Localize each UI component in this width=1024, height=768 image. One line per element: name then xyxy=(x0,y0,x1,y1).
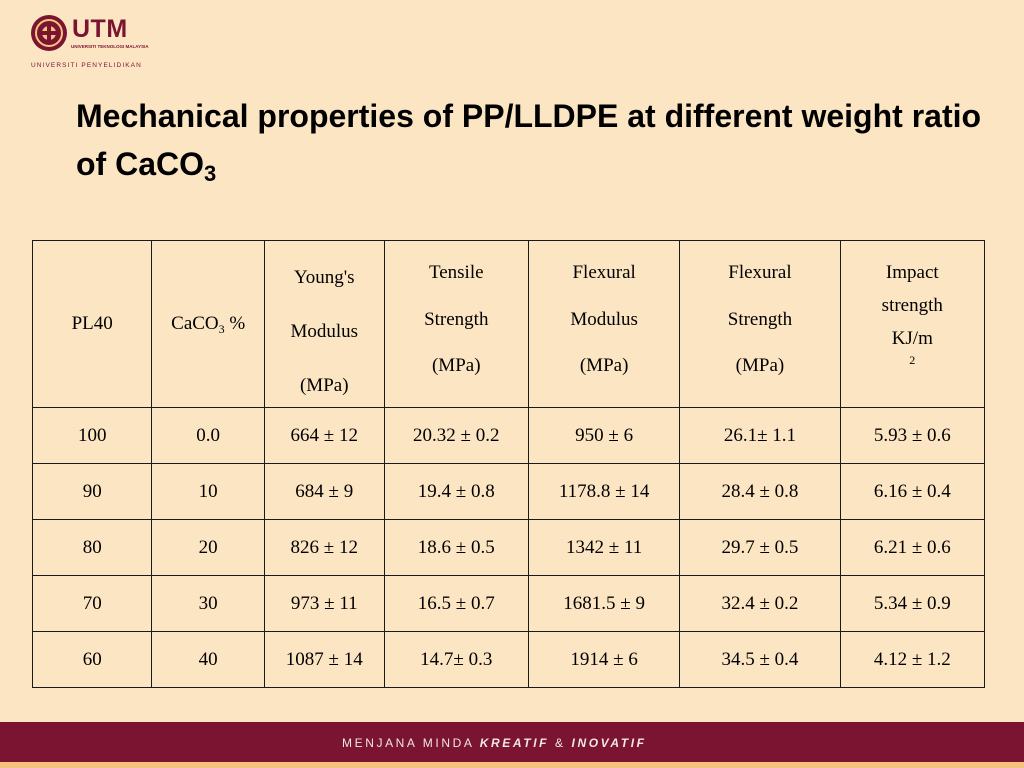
tagline-part-b: KREATIF xyxy=(479,736,550,750)
table-cell: 10 xyxy=(151,463,265,520)
header-flexural-modulus: Flexural Modulus (MPa) xyxy=(527,240,681,408)
header-youngs-line3: (MPa) xyxy=(299,374,349,396)
table-cell: 973 ± 11 xyxy=(263,575,385,632)
header-tensile-strength: Tensile Strength (MPa) xyxy=(383,240,529,408)
tagline-part-a: MENJANA MINDA xyxy=(342,736,480,750)
table-cell: 30 xyxy=(151,575,265,632)
header-flexstr-line2: Strength xyxy=(727,308,793,330)
table-cell: 6.16 ± 0.4 xyxy=(839,463,986,520)
table-cell: 826 ± 12 xyxy=(263,519,385,576)
header-impact-unit-exponent: 2 xyxy=(909,353,916,367)
table-cell: 16.5 ± 0.7 xyxy=(383,575,529,632)
table-cell: 28.4 ± 0.8 xyxy=(679,463,841,520)
logo-subtext: UNIVERSITI TEKNOLOGI MALAYSIA xyxy=(71,44,149,49)
header-flexmod-line2: Modulus xyxy=(570,308,638,330)
footer-bar xyxy=(0,722,1024,762)
header-youngs-line1: Young's xyxy=(293,266,355,288)
table-cell: 20 xyxy=(151,519,265,576)
utm-emblem-icon xyxy=(31,15,67,51)
header-caco3-subscript: 3 xyxy=(218,322,225,336)
table-cell: 1087 ± 14 xyxy=(263,631,385,688)
header-tensile-line3: (MPa) xyxy=(431,355,481,376)
header-flexmod-line3: (MPa) xyxy=(579,355,629,376)
utm-logo: UTM UNIVERSITI TEKNOLOGI MALAYSIA UNIVER… xyxy=(30,14,150,70)
header-caco3-suffix: % xyxy=(224,313,246,334)
slide-title-subscript: 3 xyxy=(204,161,217,186)
header-flexstr-line1: Flexural xyxy=(728,262,792,283)
table-cell: 40 xyxy=(151,631,265,688)
header-tensile-line2: Strength xyxy=(424,308,489,330)
table-row: 90 10 684 ± 9 19.4 ± 0.8 1178.8 ± 14 28.… xyxy=(31,463,986,520)
table-row: 100 0.0 664 ± 12 20.32 ± 0.2 950 ± 6 26.… xyxy=(31,407,986,464)
table-cell: 19.4 ± 0.8 xyxy=(383,463,529,520)
table-cell: 6.21 ± 0.6 xyxy=(839,519,986,576)
slide-title-main: Mechanical properties of PP/LLDPE at dif… xyxy=(76,98,982,182)
header-impact-line3: KJ/m 2 xyxy=(841,325,984,379)
table-cell: 684 ± 9 xyxy=(263,463,385,520)
header-flexmod-line1: Flexural xyxy=(572,262,636,283)
table-cell: 4.12 ± 1.2 xyxy=(839,631,986,688)
table-header-row: PL40 CaCO3 % Young's Modulus (MPa) Tensi… xyxy=(31,240,986,408)
table-cell: 60 xyxy=(31,631,153,688)
header-flexural-strength: Flexural Strength (MPa) xyxy=(679,240,841,408)
header-impact-strength: Impact strength KJ/m 2 xyxy=(839,240,986,408)
header-pl40: PL40 xyxy=(31,240,153,408)
tagline-part-d: INOVATIF xyxy=(571,736,647,750)
table-cell: 20.32 ± 0.2 xyxy=(383,407,529,464)
header-pl40-label: PL40 xyxy=(71,313,113,334)
table-row: 70 30 973 ± 11 16.5 ± 0.7 1681.5 ± 9 32.… xyxy=(31,575,986,632)
table-cell: 32.4 ± 0.2 xyxy=(679,575,841,632)
table-cell: 1681.5 ± 9 xyxy=(527,575,681,632)
slide-title: Mechanical properties of PP/LLDPE at dif… xyxy=(76,92,996,188)
table-cell: 90 xyxy=(31,463,153,520)
header-flexstr-line3: (MPa) xyxy=(735,355,785,376)
table-cell: 26.1± 1.1 xyxy=(679,407,841,464)
header-caco3: CaCO3 % xyxy=(151,240,265,408)
table-cell: 5.93 ± 0.6 xyxy=(839,407,986,464)
footer-stripe xyxy=(0,762,1024,768)
table-cell: 664 ± 12 xyxy=(263,407,385,464)
table-cell: 0.0 xyxy=(151,407,265,464)
table-cell: 100 xyxy=(31,407,153,464)
header-impact-line1: Impact xyxy=(885,262,939,283)
footer-tagline: MENJANA MINDA KREATIF & INOVATIF xyxy=(342,735,647,751)
table-cell: 29.7 ± 0.5 xyxy=(679,519,841,576)
table-cell: 5.34 ± 0.9 xyxy=(839,575,986,632)
tagline-part-c: & xyxy=(549,736,572,750)
table-cell: 34.5 ± 0.4 xyxy=(679,631,841,688)
header-tensile-line1: Tensile xyxy=(428,262,484,283)
table-cell: 1178.8 ± 14 xyxy=(527,463,681,520)
table-cell: 1914 ± 6 xyxy=(527,631,681,688)
header-impact-line2: strength xyxy=(881,295,943,316)
table-cell: 950 ± 6 xyxy=(527,407,681,464)
header-youngs-line2: Modulus xyxy=(290,320,359,342)
logo-tagline: UNIVERSITI PENYELIDIKAN xyxy=(31,62,142,69)
table-cell: 14.7± 0.3 xyxy=(383,631,529,688)
table-cell: 70 xyxy=(31,575,153,632)
table-row: 80 20 826 ± 12 18.6 ± 0.5 1342 ± 11 29.7… xyxy=(31,519,986,576)
table-row: 60 40 1087 ± 14 14.7± 0.3 1914 ± 6 34.5 … xyxy=(31,631,986,688)
header-impact-unit: KJ/m xyxy=(891,328,933,349)
table-cell: 1342 ± 11 xyxy=(527,519,681,576)
header-youngs-modulus: Young's Modulus (MPa) xyxy=(263,240,385,408)
table-cell: 80 xyxy=(31,519,153,576)
logo-brand-text: UTM xyxy=(72,15,128,43)
table-cell: 18.6 ± 0.5 xyxy=(383,519,529,576)
header-caco3-label: CaCO xyxy=(171,313,219,334)
properties-table: PL40 CaCO3 % Young's Modulus (MPa) Tensi… xyxy=(31,240,986,688)
